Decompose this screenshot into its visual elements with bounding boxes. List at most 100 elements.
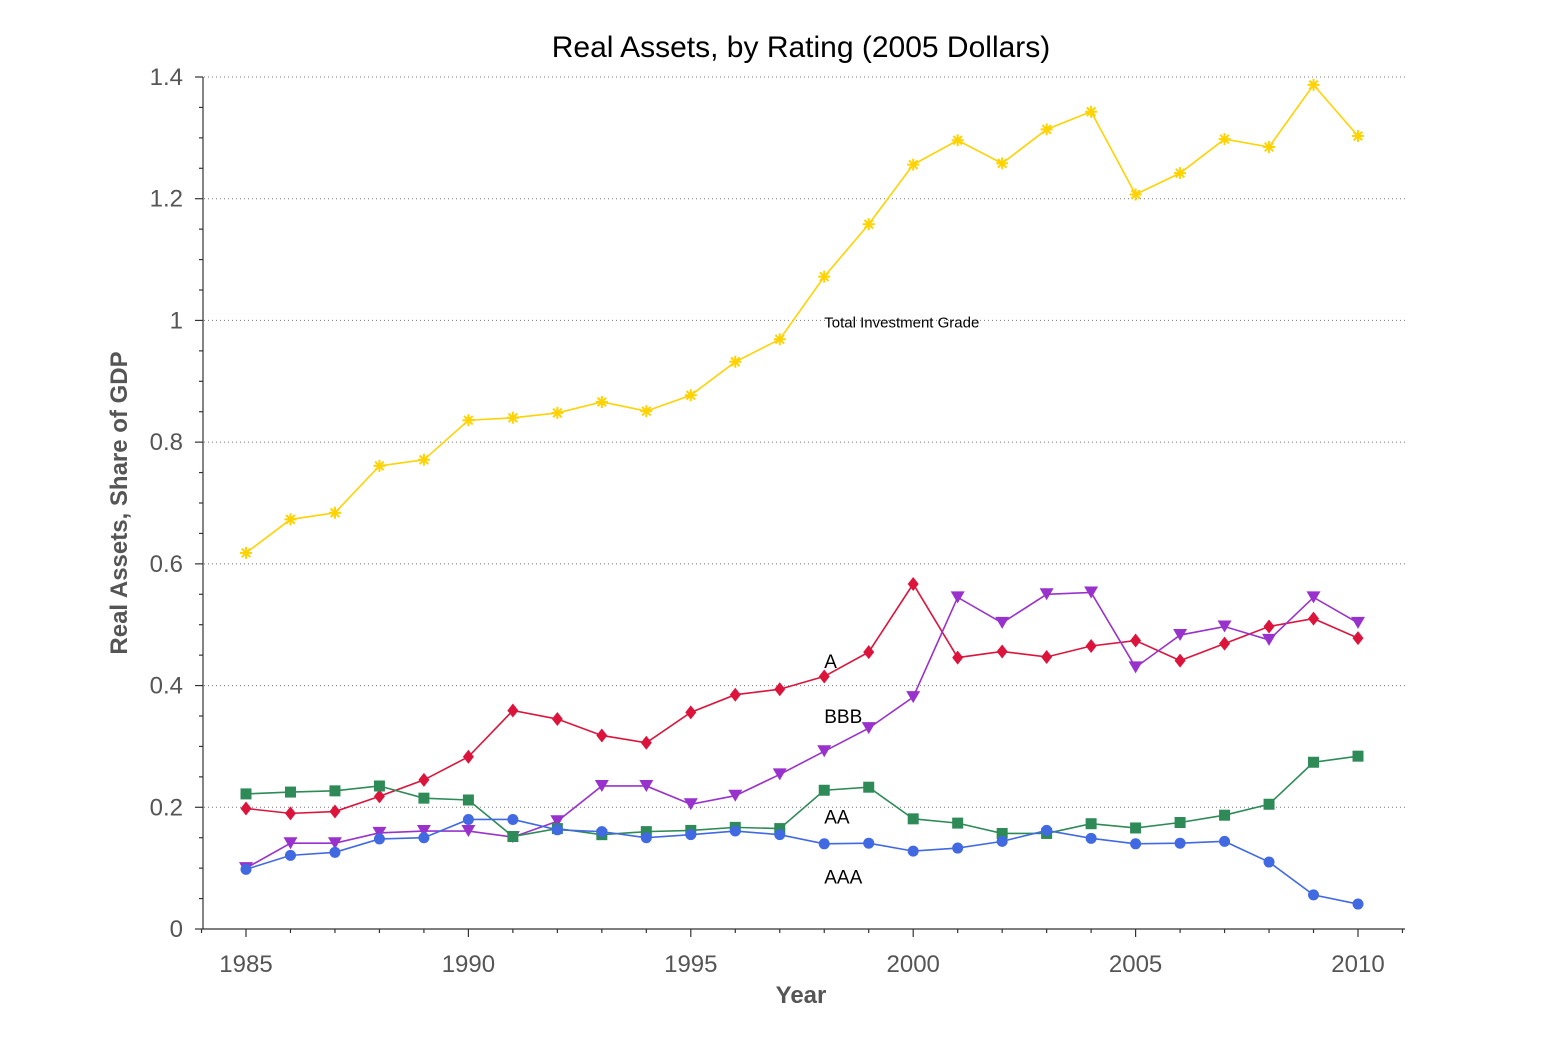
data-point-circle xyxy=(640,832,652,844)
data-point-asterisk xyxy=(773,333,786,346)
data-point-triangle xyxy=(594,779,609,792)
data-point-circle xyxy=(1308,889,1320,901)
data-point-circle xyxy=(1263,856,1275,868)
data-point-square xyxy=(373,780,385,792)
data-point-circle xyxy=(284,849,296,861)
data-point-circle xyxy=(685,829,697,841)
chart-title: Real Assets, by Rating (2005 Dollars) xyxy=(552,31,1051,64)
data-point-diamond xyxy=(952,650,964,665)
data-point-circle xyxy=(507,813,519,825)
data-point-asterisk xyxy=(1174,167,1187,180)
data-point-diamond xyxy=(996,644,1008,659)
annotation-label: AA xyxy=(824,807,850,828)
data-point-diamond xyxy=(685,705,697,720)
data-point-circle xyxy=(774,829,786,841)
data-point-asterisk xyxy=(640,405,653,418)
data-point-circle xyxy=(907,845,919,857)
data-point-circle xyxy=(462,813,474,825)
data-point-square xyxy=(1219,809,1231,821)
data-point-diamond xyxy=(1085,639,1097,654)
data-point-square xyxy=(1174,817,1186,828)
data-point-triangle xyxy=(861,722,876,735)
data-point-diamond xyxy=(1308,611,1320,626)
x-tick-label: 1995 xyxy=(664,951,717,978)
data-point-asterisk xyxy=(1352,130,1364,143)
data-point-asterisk xyxy=(951,134,964,147)
data-point-triangle xyxy=(461,825,476,838)
y-tick-label: 0.8 xyxy=(150,429,183,456)
data-point-circle xyxy=(1352,898,1364,910)
data-point-asterisk xyxy=(1040,123,1053,136)
data-point-square xyxy=(329,785,341,797)
data-point-square xyxy=(996,827,1008,839)
data-point-circle xyxy=(863,837,875,849)
data-point-diamond xyxy=(1352,631,1364,646)
data-point-triangle xyxy=(1039,588,1054,601)
data-point-asterisk xyxy=(996,157,1009,170)
data-point-triangle xyxy=(906,691,921,704)
data-point-asterisk xyxy=(684,389,697,402)
data-point-triangle xyxy=(283,837,298,850)
y-tick-label: 1 xyxy=(170,307,183,334)
data-point-triangle xyxy=(950,591,965,604)
annotation-label: Total Investment Grade xyxy=(824,314,979,331)
data-point-circle xyxy=(329,846,341,858)
data-point-asterisk xyxy=(373,459,386,472)
data-point-circle xyxy=(1041,824,1053,836)
data-point-triangle xyxy=(772,768,787,781)
gridlines xyxy=(204,76,1405,808)
x-tick-label: 2000 xyxy=(887,951,940,978)
x-tick-label: 1990 xyxy=(442,951,495,978)
data-point-circle xyxy=(996,835,1008,847)
data-point-asterisk xyxy=(551,406,564,419)
data-point-asterisk xyxy=(729,355,742,368)
data-point-circle xyxy=(373,833,385,845)
data-point-triangle xyxy=(1262,633,1277,646)
data-point-diamond xyxy=(1219,636,1231,651)
series-line xyxy=(245,591,1359,869)
data-point-triangle xyxy=(728,789,743,802)
annotation-label: A xyxy=(824,652,837,673)
data-point-square xyxy=(863,781,875,793)
data-point-triangle xyxy=(639,779,654,792)
data-point-triangle xyxy=(1128,661,1143,674)
data-point-asterisk xyxy=(818,270,831,283)
y-tick-label: 1.2 xyxy=(150,186,183,213)
data-point-triangle xyxy=(1351,616,1365,629)
series-aaa xyxy=(240,813,1364,910)
data-point-diamond xyxy=(240,801,252,816)
x-tick-label: 2010 xyxy=(1331,951,1384,978)
data-point-circle xyxy=(1085,832,1097,844)
data-point-triangle xyxy=(1173,629,1188,642)
data-point-circle xyxy=(1219,835,1231,847)
data-point-square xyxy=(952,817,964,829)
data-point-circle xyxy=(1174,837,1186,849)
y-tick-label: 0 xyxy=(170,916,183,943)
data-point-square xyxy=(240,788,252,800)
data-point-asterisk xyxy=(240,546,252,559)
data-point-triangle xyxy=(416,825,431,838)
axes xyxy=(202,77,1405,930)
data-point-diamond xyxy=(1041,649,1053,664)
data-point-circle xyxy=(551,824,563,836)
data-point-asterisk xyxy=(284,513,297,526)
data-point-square xyxy=(640,826,652,838)
data-point-circle xyxy=(418,832,430,844)
series-aa xyxy=(240,750,1364,842)
data-point-circle xyxy=(952,842,964,854)
data-point-square xyxy=(1352,750,1364,762)
series-bbb xyxy=(239,586,1365,875)
data-point-circle xyxy=(818,838,830,850)
data-point-square xyxy=(1085,818,1097,830)
x-tick-label: 2005 xyxy=(1109,951,1162,978)
data-point-square xyxy=(462,794,474,806)
data-point-asterisk xyxy=(328,506,341,519)
data-point-diamond xyxy=(462,749,474,764)
data-point-asterisk xyxy=(1218,133,1231,146)
data-point-asterisk xyxy=(1085,105,1098,118)
y-axis-title: Real Assets, Share of GDP xyxy=(106,351,133,654)
data-point-triangle xyxy=(1306,591,1321,604)
series-line xyxy=(245,818,1359,905)
data-point-asterisk xyxy=(595,395,608,408)
